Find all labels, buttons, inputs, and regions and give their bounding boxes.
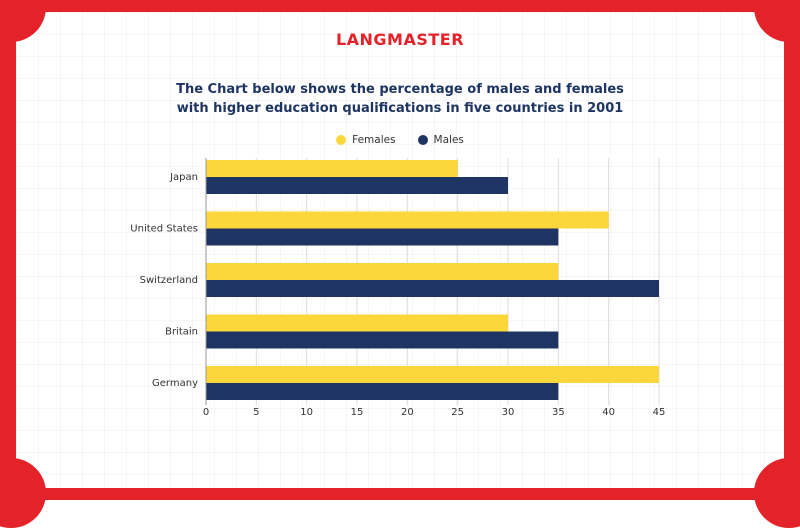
- bar-males-united-states: [206, 228, 559, 246]
- x-tick-label: 40: [602, 407, 615, 418]
- chart-title-line-1: The Chart below shows the percentage of …: [176, 82, 624, 97]
- x-tick-label: 25: [451, 407, 464, 418]
- bar-chart: Japan United States Switzerland Britain Germ…: [130, 158, 666, 418]
- legend-label-females: Females: [352, 134, 396, 146]
- bar-females-united-states: [206, 211, 609, 229]
- bar-females-switzerland: [206, 263, 559, 280]
- x-tick-label: 35: [552, 407, 565, 418]
- x-tick-label: 45: [653, 407, 666, 418]
- bar-males-germany: [206, 383, 559, 400]
- category-label: United States: [130, 224, 198, 235]
- bar-females-japan: [206, 160, 458, 177]
- chart-title-line-2: with higher education qualifications in …: [176, 101, 624, 116]
- legend-item-females: Females: [336, 134, 396, 146]
- bar-females-germany: [206, 366, 659, 383]
- category-label: Switzerland: [140, 275, 198, 286]
- x-tick-label: 20: [401, 407, 414, 418]
- legend-swatch-females: [336, 135, 347, 145]
- legend-item-males: Males: [417, 134, 464, 146]
- bar-males-japan: [206, 177, 508, 194]
- x-tick-label: 5: [253, 407, 259, 418]
- bar-males-switzerland: [206, 280, 659, 297]
- legend-label-males: Males: [433, 134, 464, 146]
- x-tick-label: 10: [300, 407, 313, 418]
- chart-title: The Chart below shows the percentage of …: [100, 80, 700, 118]
- x-tick-label: 0: [203, 407, 209, 418]
- bar-females-britain: [206, 314, 508, 332]
- x-tick-label: 15: [351, 407, 364, 418]
- brand-logo: LANGMASTER: [335, 30, 465, 49]
- category-label: Japan: [169, 172, 198, 183]
- category-label: Britain: [165, 327, 198, 338]
- x-tick-label: 30: [502, 407, 515, 418]
- category-label: Germany: [152, 378, 198, 389]
- legend-swatch-males: [417, 135, 428, 145]
- bar-males-britain: [206, 331, 559, 349]
- chart-legend: Females Males: [0, 134, 800, 146]
